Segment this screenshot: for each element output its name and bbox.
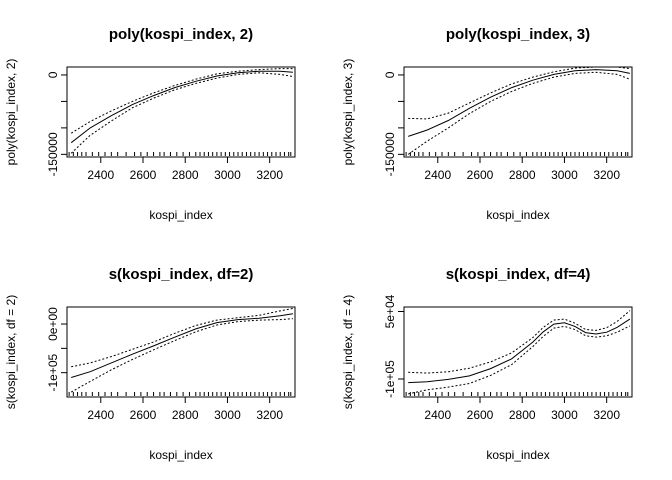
plot-frame: [403, 66, 633, 158]
plot-title: poly(kospi_index, 3): [446, 26, 590, 43]
confidence-band-line: [408, 310, 631, 374]
plot-frame: [66, 66, 296, 158]
y-tick-label: 0: [383, 71, 397, 78]
confidence-band-line: [408, 66, 630, 120]
confidence-band-line: [408, 325, 631, 395]
x-tick-label: 3200: [593, 168, 620, 182]
confidence-band-line: [407, 71, 631, 155]
y-tick-label: -150000: [383, 132, 397, 176]
plot-title: s(kospi_index, df=2): [109, 266, 254, 283]
y-tick-label: -150000: [46, 132, 60, 176]
plot-frame: [403, 306, 633, 398]
y-axis-label: poly(kospi_index, 3): [341, 59, 355, 166]
x-tick-label: 2800: [172, 168, 199, 182]
x-tick-label: 3000: [551, 168, 578, 182]
confidence-band-line: [70, 318, 293, 393]
y-axis-label: s(kospi_index, df = 4): [341, 295, 355, 409]
x-tick-label: 2600: [467, 408, 494, 422]
x-axis-label: kospi_index: [486, 448, 549, 462]
x-tick-label: 2800: [509, 408, 536, 422]
x-tick-label: 2400: [424, 168, 451, 182]
panel-1: poly(kospi_index, 2) kospi_index poly(kosp…: [4, 26, 296, 222]
fit-line: [70, 70, 293, 144]
y-axis-label: poly(kospi_index, 2): [4, 59, 18, 166]
confidence-band-line: [70, 68, 293, 134]
y-axis-label: s(kospi_index, df = 2): [4, 295, 18, 409]
y-tick-label: -1e+05: [383, 360, 397, 398]
plot-title: poly(kospi_index, 2): [109, 26, 253, 43]
x-tick-label: 2600: [130, 408, 157, 422]
x-tick-label: 2400: [424, 408, 451, 422]
x-axis-label: kospi_index: [149, 208, 212, 222]
x-tick-label: 3200: [256, 168, 283, 182]
y-tick-label: 0: [46, 71, 60, 78]
panel-2: poly(kospi_index, 3) kospi_index poly(kosp…: [341, 26, 633, 222]
x-tick-label: 2600: [467, 168, 494, 182]
x-tick-label: 3200: [593, 408, 620, 422]
x-tick-label: 2400: [87, 408, 114, 422]
x-tick-label: 2800: [509, 168, 536, 182]
x-tick-label: 2800: [172, 408, 199, 422]
fit-line: [71, 313, 293, 378]
x-tick-label: 3000: [214, 408, 241, 422]
plot-title: s(kospi_index, df=4): [446, 266, 591, 283]
confidence-band-line: [71, 308, 293, 368]
x-tick-label: 3000: [214, 168, 241, 182]
x-axis-label: kospi_index: [149, 448, 212, 462]
y-tick-label: -1e+05: [46, 354, 60, 392]
x-axis-label: kospi_index: [486, 208, 549, 222]
y-tick-label: 5e+04: [383, 294, 397, 328]
x-tick-label: 3200: [256, 408, 283, 422]
panel-3: s(kospi_index, df=2) kospi_index s(kospi_i…: [4, 266, 296, 462]
fit-line: [408, 318, 631, 384]
x-tick-label: 3000: [551, 408, 578, 422]
x-tick-label: 2400: [87, 168, 114, 182]
panel-4: s(kospi_index, df=4) kospi_index s(kospi_i…: [341, 266, 633, 462]
x-tick-label: 2600: [130, 168, 157, 182]
plot-frame: [66, 306, 296, 398]
y-tick-label: 0e+00: [46, 307, 60, 341]
fit-line: [408, 69, 631, 137]
confidence-band-line: [70, 72, 293, 154]
